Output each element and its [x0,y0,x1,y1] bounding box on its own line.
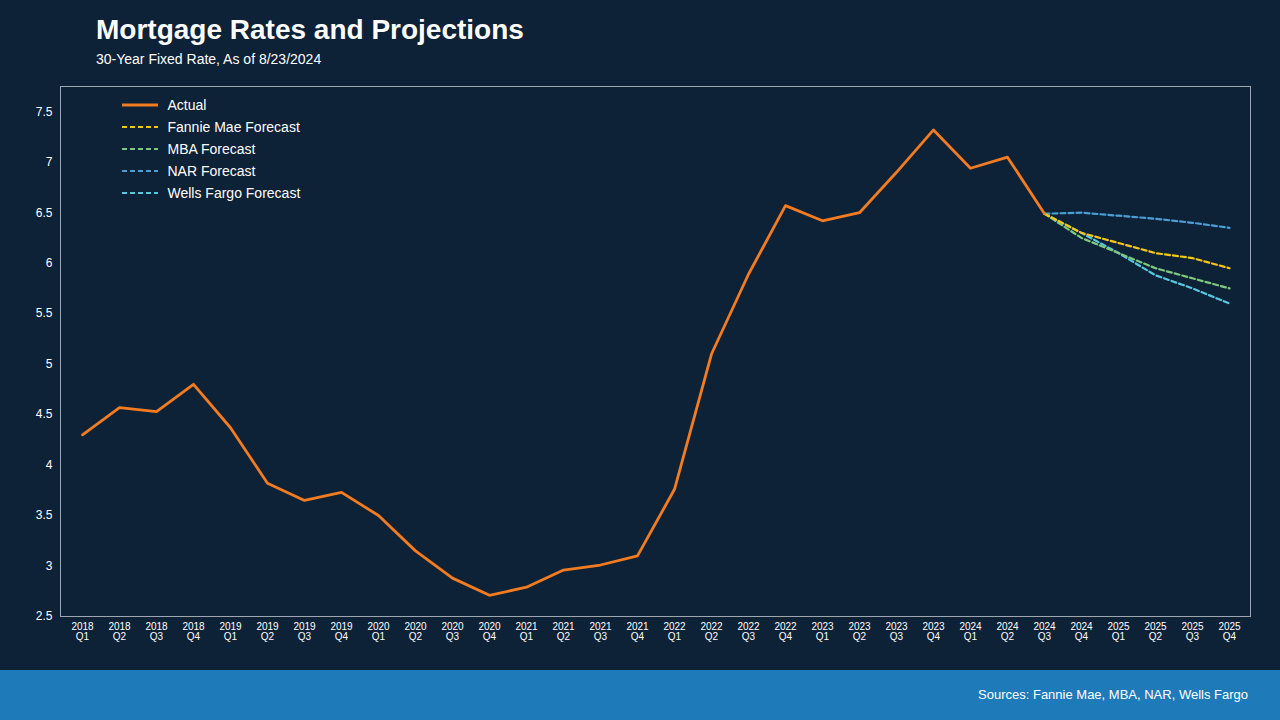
html-text:Mortgage Rates and Projections: Mortgage Rates and Projections [96,14,524,45]
html-text:MBA Forecast: MBA Forecast [167,141,256,157]
svg-text:2019Q3: 2019Q3 [293,621,316,642]
svg-text:5: 5 [46,357,53,371]
svg-text:2020Q1: 2020Q1 [367,621,390,642]
svg-text:2023Q4: 2023Q4 [922,621,945,642]
svg-text:2021Q4: 2021Q4 [626,621,649,642]
svg-text:4.5: 4.5 [36,407,53,421]
svg-text:2025Q2: 2025Q2 [1144,621,1167,642]
svg-text:3: 3 [46,559,53,573]
svg-text:2020Q2: 2020Q2 [404,621,427,642]
html-text:Sources: Fannie Mae, MBA, NAR,: Sources: Fannie Mae, MBA, NAR, Wells Far… [978,687,1248,702]
svg-text:2018Q4: 2018Q4 [182,621,205,642]
html-text:Fannie Mae Forecast: Fannie Mae Forecast [167,119,300,135]
svg-text:2022Q2: 2022Q2 [700,621,723,642]
svg-text:2021Q1: 2021Q1 [515,621,538,642]
svg-text:7: 7 [46,155,53,169]
html-text:Wells Fargo Forecast: Wells Fargo Forecast [167,185,301,201]
svg-text:2022Q4: 2022Q4 [774,621,797,642]
svg-text:2020Q4: 2020Q4 [478,621,501,642]
svg-text:6.5: 6.5 [36,206,53,220]
svg-text:2021Q2: 2021Q2 [552,621,575,642]
svg-text:2021Q3: 2021Q3 [589,621,612,642]
svg-text:2019Q2: 2019Q2 [256,621,279,642]
svg-text:5.5: 5.5 [36,306,53,320]
svg-text:2019Q1: 2019Q1 [219,621,242,642]
svg-text:3.5: 3.5 [36,508,53,522]
svg-text:2.5: 2.5 [36,609,53,623]
svg-text:2024Q1: 2024Q1 [959,621,982,642]
svg-text:6: 6 [46,256,53,270]
svg-text:2025Q3: 2025Q3 [1181,621,1204,642]
svg-text:2024Q3: 2024Q3 [1033,621,1056,642]
svg-text:2023Q3: 2023Q3 [885,621,908,642]
svg-text:2023Q1: 2023Q1 [811,621,834,642]
svg-text:7.5: 7.5 [36,105,53,119]
svg-text:4: 4 [46,458,53,472]
svg-text:2018Q2: 2018Q2 [108,621,131,642]
html-text:NAR Forecast: NAR Forecast [167,163,256,179]
svg-text:2018Q1: 2018Q1 [71,621,94,642]
html-text:Actual: Actual [167,97,207,113]
svg-text:2025Q4: 2025Q4 [1218,621,1241,642]
svg-text:2024Q4: 2024Q4 [1070,621,1093,642]
svg-text:2020Q3: 2020Q3 [441,621,464,642]
svg-text:2018Q3: 2018Q3 [145,621,168,642]
html-text:30-Year Fixed Rate, As of 8/23: 30-Year Fixed Rate, As of 8/23/2024 [96,51,322,67]
svg-text:2025Q1: 2025Q1 [1107,621,1130,642]
svg-text:2023Q2: 2023Q2 [848,621,871,642]
svg-text:2022Q1: 2022Q1 [663,621,686,642]
svg-text:2022Q3: 2022Q3 [737,621,760,642]
svg-text:2024Q2: 2024Q2 [996,621,1019,642]
svg-text:2019Q4: 2019Q4 [330,621,353,642]
